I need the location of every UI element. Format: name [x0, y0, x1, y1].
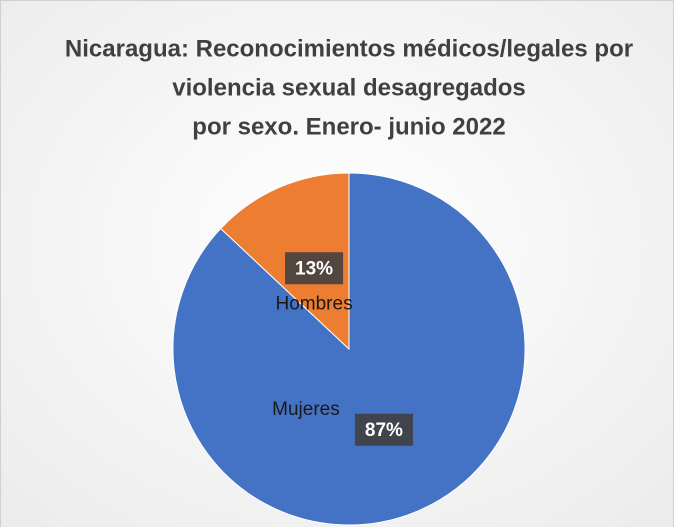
data-label-box	[285, 252, 344, 285]
category-label: Hombres	[276, 293, 353, 314]
pie-slice	[172, 172, 526, 526]
category-label: Mujeres	[272, 399, 340, 420]
data-label: 87%	[365, 420, 403, 441]
chart-title: violencia sexual desagregados	[172, 74, 526, 101]
pie-slice	[219, 172, 350, 351]
data-label: 13%	[295, 258, 333, 279]
chart-title: Nicaragua: Reconocimientos médicos/legal…	[65, 35, 633, 62]
chart-title: por sexo. Enero- junio 2022	[192, 113, 505, 140]
data-label-box	[354, 413, 413, 446]
